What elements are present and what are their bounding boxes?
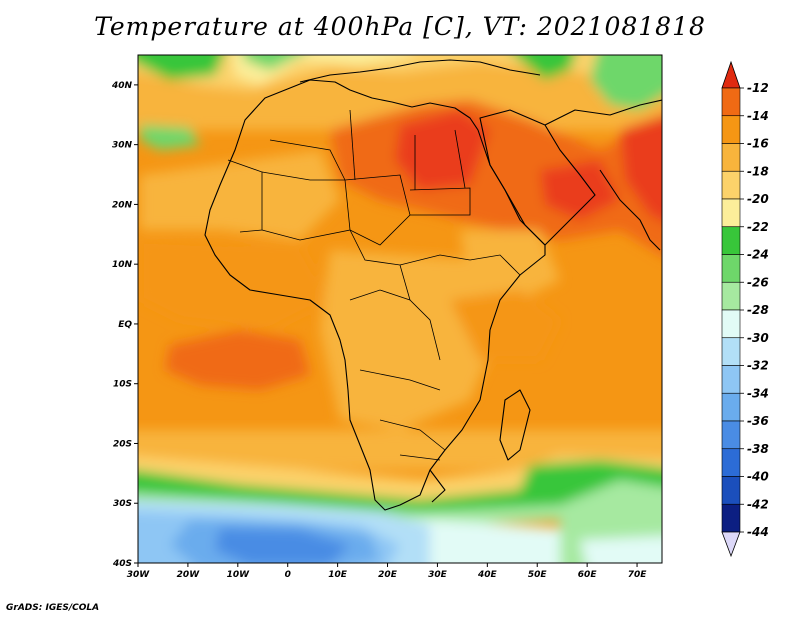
lat-axis: 40N 30N 20N 10N EQ 10S 20S 30S 40S [111,81,138,569]
temperature-field [138,55,662,563]
map-title: Temperature at 400hPa [C], VT: 202108181… [94,12,706,41]
colorbar-under-arrow [721,531,741,558]
lon-label: 70E [628,570,648,580]
colorbar-label: -16 [747,137,769,151]
colorbar-label: -20 [747,192,769,206]
lat-label: 30N [112,141,133,151]
colorbar-box [721,476,741,505]
lon-label: 10E [328,570,348,580]
map-frame [137,54,663,564]
colorbar-box [721,226,741,255]
lon-label: 20W [177,570,201,580]
colorbar-label: -38 [747,442,769,456]
colorbar [721,60,741,558]
colorbar-label: -32 [747,359,769,373]
lon-label: 40E [477,570,498,580]
lat-label: 20S [113,439,132,449]
colorbar-box [721,420,741,450]
lon-label: 20E [378,570,398,580]
lat-label: 10S [113,380,132,390]
colorbar-box [721,392,741,422]
lat-label: 40N [111,81,133,91]
colorbar-label: -26 [747,275,769,289]
colorbar-box [721,115,741,144]
colorbar-box [721,254,741,283]
colorbar-box [721,281,741,311]
country-borders [227,109,521,461]
lon-label: 10W [227,570,251,580]
colorbar-label: -44 [747,525,769,539]
colorbar-label: -28 [747,303,769,317]
lon-axis: 30W 20W 10W 0 10E 20E 30E 40E 50E 60E 70E [127,563,647,580]
colorbar-label: -42 [747,497,769,511]
lat-label: 10N [112,260,133,270]
colorbar-labels: -12 -14 -16 -18 -20 -22 -24 -26 -28 -30 -32 -34 -36 -… [740,81,769,539]
grads-credit: GrADS: IGES/COLA [6,603,100,613]
lat-label: 40S [112,559,132,569]
colorbar-box [721,309,741,339]
colorbar-label: -22 [747,220,769,234]
colorbar-box [721,337,741,366]
lon-label: 60E [578,570,598,580]
colorbar-label: -30 [747,331,769,345]
colorbar-box [721,448,741,477]
colorbar-label: -24 [747,248,769,262]
lon-label: 30E [428,570,448,580]
lon-label: 0 [285,570,291,580]
colorbar-label: -34 [747,386,769,400]
colorbar-over-arrow [721,60,741,89]
lon-label: 30W [127,570,151,580]
colorbar-box [721,143,741,172]
colorbar-label: -14 [747,109,769,123]
colorbar-label: -12 [747,81,769,95]
colorbar-label: -18 [747,164,769,178]
colorbar-box [721,198,741,228]
lat-label: 20N [112,200,133,210]
colorbar-box [721,503,741,533]
colorbar-box [721,365,741,394]
lat-label: EQ [118,320,132,330]
colorbar-label: -40 [747,470,769,484]
colorbar-box [721,170,741,200]
lon-label: 50E [528,570,548,580]
coastlines [204,59,662,511]
colorbar-box [721,87,741,117]
colorbar-label: -36 [747,414,769,428]
lat-label: 30S [113,499,132,509]
